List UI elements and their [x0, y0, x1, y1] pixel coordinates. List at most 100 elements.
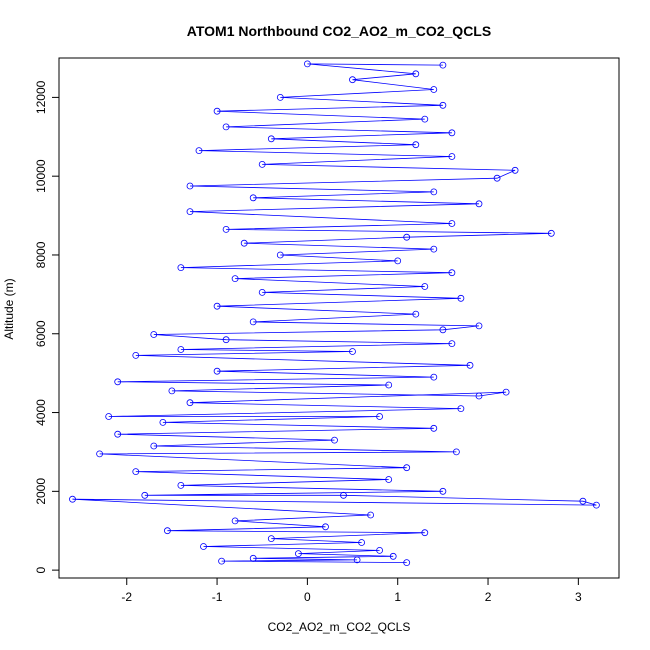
- data-point: [358, 539, 366, 546]
- data-point: [141, 491, 149, 499]
- x-axis: -2 -1 0 1 2 3: [121, 578, 582, 604]
- data-point: [249, 194, 257, 202]
- data-point: [105, 413, 113, 420]
- data-point: [466, 361, 474, 369]
- data-point: [240, 239, 248, 247]
- x-tick-label: 1: [394, 590, 401, 604]
- data-point: [430, 424, 438, 432]
- data-point: [322, 523, 329, 531]
- data-point: [430, 373, 438, 381]
- data-point: [430, 245, 438, 253]
- data-point: [412, 310, 420, 318]
- data-point: [367, 511, 375, 519]
- data-point: [177, 346, 185, 353]
- series-line: [72, 63, 597, 563]
- data-point: [168, 387, 176, 395]
- plot-area: [69, 60, 600, 566]
- data-point: [195, 147, 203, 155]
- data-point: [186, 208, 194, 216]
- data-point: [177, 264, 185, 272]
- data-point: [385, 381, 393, 389]
- data-point: [475, 200, 483, 208]
- data-point: [448, 129, 456, 137]
- y-tick-label: 0: [34, 566, 48, 573]
- data-point: [376, 413, 384, 420]
- data-point: [267, 135, 275, 143]
- data-point: [412, 70, 420, 78]
- data-point: [439, 326, 447, 334]
- data-point: [421, 115, 429, 123]
- data-point: [403, 464, 411, 472]
- y-tick-label: 10000: [34, 159, 48, 193]
- data-point: [547, 229, 555, 237]
- data-point: [231, 275, 239, 283]
- data-point: [403, 559, 411, 566]
- data-point: [493, 174, 501, 182]
- data-point: [258, 288, 266, 296]
- data-point: [213, 302, 221, 310]
- data-point: [385, 476, 393, 483]
- data-point: [439, 487, 447, 495]
- data-point: [132, 468, 140, 476]
- x-tick-label: 2: [485, 590, 492, 604]
- y-axis: 0 2000 4000 6000 8000 10000 12000: [34, 80, 59, 573]
- data-point: [331, 436, 338, 444]
- data-point: [475, 322, 483, 330]
- data-point: [448, 220, 456, 227]
- data-point: [303, 60, 311, 68]
- data-point: [114, 430, 122, 438]
- data-point: [340, 491, 347, 499]
- data-point: [439, 61, 447, 69]
- data-point: [430, 86, 438, 93]
- plot-frame: [58, 57, 620, 579]
- data-point: [439, 101, 447, 109]
- data-point: [222, 225, 230, 233]
- data-point: [69, 495, 76, 503]
- data-point: [177, 481, 185, 489]
- data-point: [276, 251, 284, 259]
- data-point: [114, 378, 122, 386]
- data-point: [502, 388, 510, 396]
- x-tick-label: -2: [121, 590, 132, 604]
- data-point: [213, 107, 221, 115]
- x-tick-label: 0: [304, 590, 311, 604]
- x-tick-label: -1: [212, 590, 223, 604]
- data-point: [394, 257, 402, 265]
- y-tick-label: 8000: [34, 241, 48, 268]
- data-point: [186, 182, 194, 190]
- data-point: [163, 527, 171, 535]
- data-point: [150, 442, 158, 450]
- data-point: [593, 501, 600, 509]
- data-point: [213, 367, 221, 375]
- data-point: [218, 557, 226, 565]
- data-point: [294, 550, 302, 557]
- data-point: [258, 160, 266, 168]
- data-point: [96, 450, 103, 458]
- data-point: [231, 517, 239, 525]
- data-point: [132, 351, 140, 359]
- data-point: [421, 529, 429, 537]
- data-point: [349, 348, 356, 355]
- data-point: [249, 318, 257, 326]
- y-tick-label: 4000: [34, 399, 48, 426]
- data-point: [389, 552, 397, 560]
- data-point: [222, 336, 230, 344]
- y-tick-label: 2000: [34, 478, 48, 505]
- data-point: [200, 543, 207, 550]
- x-tick-label: 3: [575, 590, 582, 604]
- data-point: [376, 547, 384, 554]
- data-point: [249, 554, 257, 562]
- data-point: [150, 331, 158, 338]
- data-point: [448, 153, 456, 160]
- data-point: [457, 294, 465, 302]
- data-point: [349, 76, 356, 84]
- data-point: [448, 269, 456, 277]
- data-point: [511, 166, 519, 174]
- data-point: [430, 188, 438, 196]
- chart-title: ATOM1 Northbound CO2_AO2_m_CO2_QCLS: [187, 23, 491, 39]
- data-point: [475, 392, 483, 400]
- data-point: [186, 399, 194, 407]
- data-point: [403, 233, 411, 241]
- data-point: [353, 556, 361, 564]
- data-point: [579, 497, 587, 505]
